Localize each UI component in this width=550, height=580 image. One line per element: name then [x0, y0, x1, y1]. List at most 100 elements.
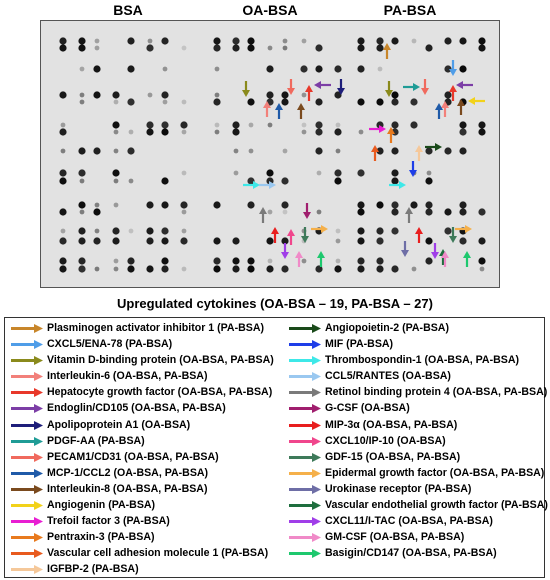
blot-spot	[59, 237, 67, 245]
blot-spot	[281, 177, 289, 185]
blot-spot	[232, 121, 240, 129]
blot-spot	[478, 208, 486, 216]
legend-heading: Upregulated cytokines (OA-BSA – 19, PA-B…	[117, 296, 433, 311]
blot-spot	[357, 208, 365, 216]
blot-spot	[161, 121, 169, 129]
marker-arrow-icon	[425, 143, 442, 151]
marker-arrow-icon	[385, 81, 393, 97]
legend-arrow-icon	[289, 549, 321, 559]
blot-spot	[113, 129, 119, 135]
blot-spot	[267, 45, 273, 51]
blot-spot	[282, 148, 288, 154]
blot-spot	[478, 128, 486, 136]
blot-spot	[391, 169, 399, 177]
blot-spot	[94, 228, 100, 234]
legend-arrow-icon	[11, 436, 43, 446]
legend-item-label: Endoglin/CD105 (OA-BSA, PA-BSA)	[47, 402, 226, 415]
blot-spot	[180, 201, 188, 209]
blot-spot	[426, 170, 432, 176]
blot-spot	[181, 129, 187, 135]
blot-spot	[357, 265, 365, 273]
blot-spot	[232, 44, 240, 52]
legend-arrow-icon	[11, 356, 43, 366]
marker-arrow-icon	[295, 251, 303, 267]
legend-item-label: IGFBP-2 (PA-BSA)	[47, 563, 139, 576]
blot-spot	[213, 98, 221, 106]
marker-arrow-icon	[387, 127, 395, 143]
blot-spot	[335, 148, 341, 154]
blot-spot	[425, 201, 433, 209]
legend-item-label: Vascular cell adhesion molecule 1 (PA-BS…	[47, 547, 269, 560]
blot-spot	[161, 257, 169, 265]
blot-spot	[180, 237, 188, 245]
marker-arrow-icon	[243, 181, 260, 189]
marker-arrow-icon	[401, 241, 409, 257]
legend-arrow-icon	[11, 404, 43, 414]
blot-spot	[128, 129, 134, 135]
blot-spot	[247, 98, 255, 106]
legend-arrow-icon	[289, 533, 321, 543]
blot-spot	[248, 148, 254, 154]
blot-spot	[391, 147, 399, 155]
blot-spot	[459, 121, 467, 129]
legend-item-label: GDF-15 (OA-BSA, PA-BSA)	[325, 450, 461, 463]
blot-spot	[315, 265, 323, 273]
blot-spot	[335, 238, 341, 244]
legend-arrow-icon	[289, 484, 321, 494]
marker-arrow-icon	[435, 103, 443, 119]
blot-spot	[376, 201, 384, 209]
blot-spot	[459, 128, 467, 136]
blot-spot	[282, 38, 288, 44]
blot-spot	[247, 201, 255, 209]
blot-spot	[213, 37, 221, 45]
blot-spot	[112, 227, 120, 235]
blot-spot	[181, 228, 187, 234]
blot-spot	[127, 257, 135, 265]
blot-spot	[247, 44, 255, 52]
blot-spot	[78, 257, 86, 265]
blot-spot	[357, 227, 365, 235]
legend-item-label: Hepatocyte growth factor (OA-BSA, PA-BSA…	[47, 386, 273, 399]
legend-item-label: Angiopoietin-2 (PA-BSA)	[325, 322, 449, 334]
marker-arrow-icon	[389, 181, 406, 189]
blot-spot	[247, 177, 255, 185]
blot-spot	[282, 209, 288, 215]
blot-spot	[301, 122, 307, 128]
blot-spot	[391, 98, 399, 106]
legend-arrow-icon	[289, 452, 321, 462]
blot-spot	[146, 201, 154, 209]
blot-spot	[112, 169, 120, 177]
blot-spot	[301, 38, 307, 44]
blot-spot	[162, 66, 168, 72]
blot-spot	[161, 227, 169, 235]
blot-spot	[78, 37, 86, 45]
blot-spot	[78, 147, 86, 155]
blot-spot	[357, 237, 365, 245]
blot-spot	[357, 257, 365, 265]
blot-spot	[127, 265, 135, 273]
legend-arrow-icon	[11, 484, 43, 494]
marker-arrow-icon	[301, 227, 309, 243]
blot-spot	[281, 201, 289, 209]
blot-spot	[357, 37, 365, 45]
blot-spot	[316, 209, 322, 215]
legend-item-label: Retinol binding protein 4 (OA-BSA, PA-BS…	[325, 386, 548, 399]
blot-spot	[266, 169, 274, 177]
blot-spot	[247, 37, 255, 45]
legend-arrow-icon	[289, 501, 321, 511]
blot-spot	[78, 169, 86, 177]
blot-spot	[78, 227, 86, 235]
blot-spot	[79, 99, 85, 105]
blot-spot	[213, 237, 221, 245]
blot-spot	[376, 227, 384, 235]
blot-spot	[113, 99, 119, 105]
marker-arrow-icon	[415, 145, 423, 161]
legend-item-label: GM-CSF (OA-BSA, PA-BSA)	[325, 531, 465, 544]
blot-spot	[357, 44, 365, 52]
blot-spot	[282, 45, 288, 51]
blot-spot	[376, 98, 384, 106]
blot-spot	[93, 237, 101, 245]
blot-spot	[78, 237, 86, 245]
blot-spot	[127, 147, 135, 155]
blot-spot	[146, 128, 154, 136]
